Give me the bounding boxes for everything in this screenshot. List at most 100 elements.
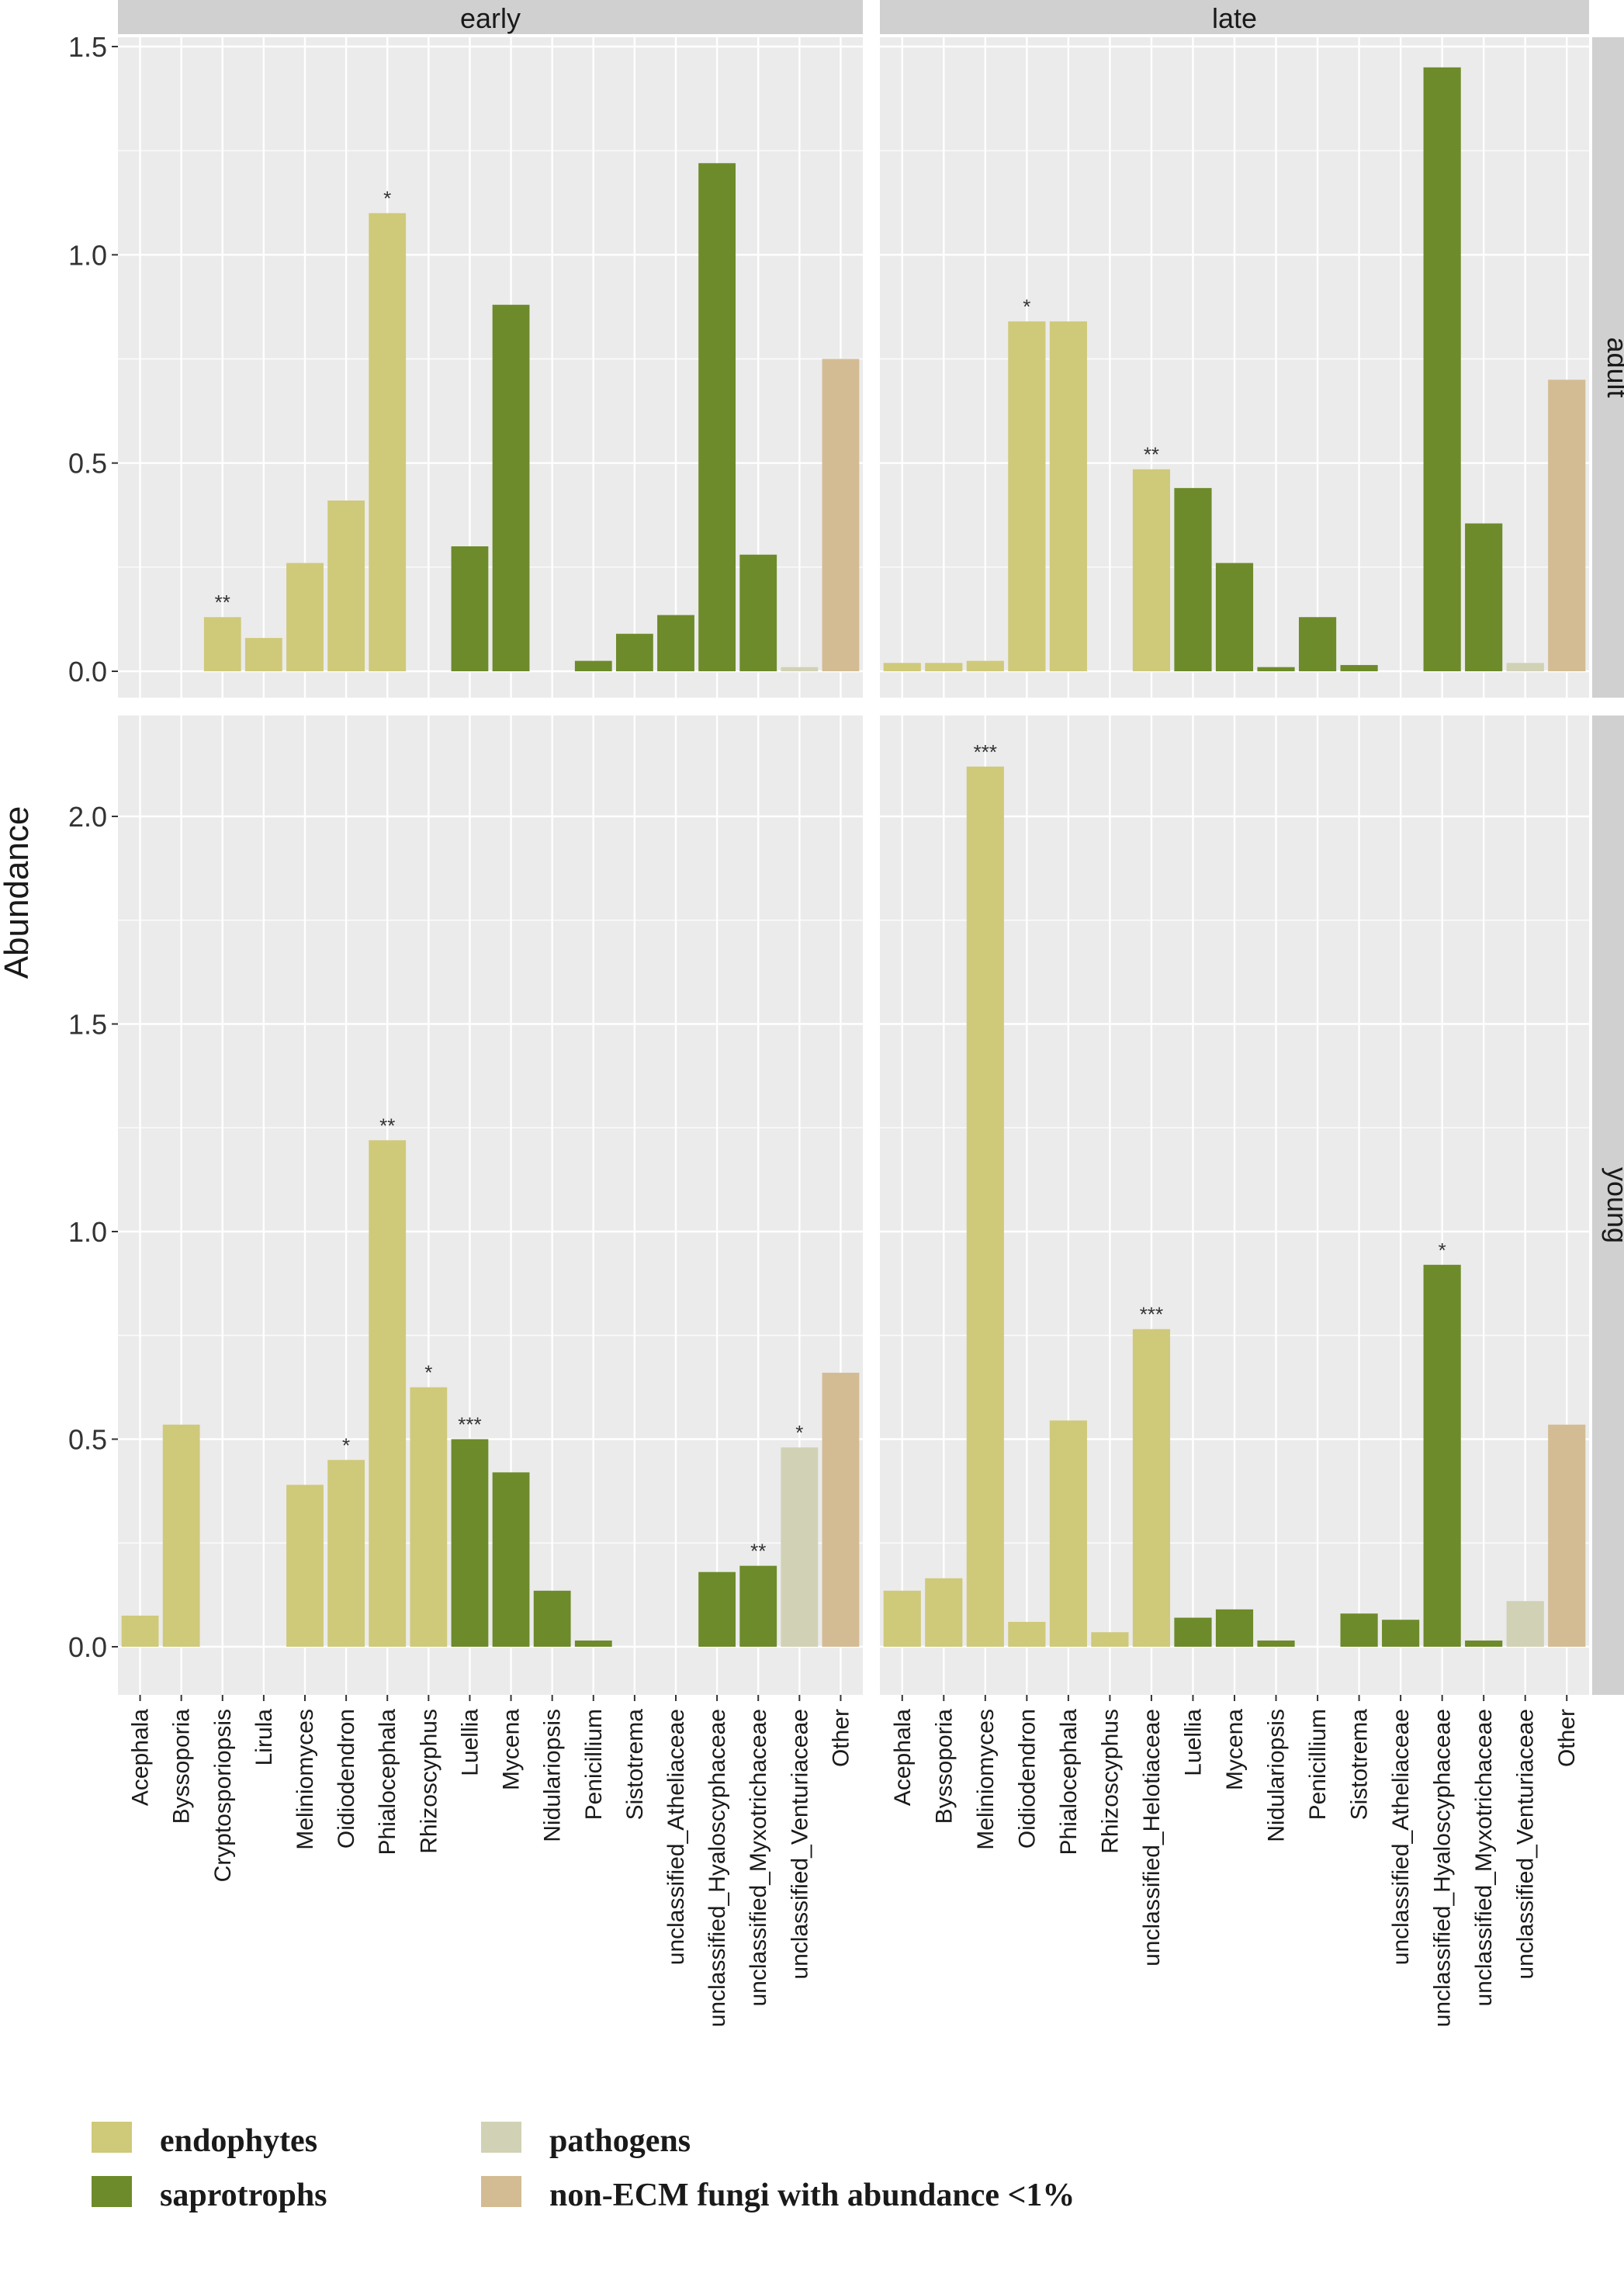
bar-acephala [883, 663, 921, 671]
x-tick-label: Mycena [1222, 1709, 1248, 1790]
bar-unclassified-hyaloscyphaceae [698, 163, 736, 671]
bar-unclassified-myxotrichaceae [739, 1565, 777, 1647]
x-tick-label: Byssoporia [931, 1709, 957, 1824]
strip-early [118, 0, 863, 34]
labels-layer: 0.0 0.5 1.0 1.5 0.0 0.5 1.0 1.5 2.0 Acephala Bysso… [0, 31, 1580, 2027]
legend-item-endophytes: endophytes [92, 2122, 317, 2159]
legend-swatch-saprotrophs [92, 2176, 132, 2207]
x-tick-label: unclassified_Helotiaceae [1139, 1709, 1165, 1966]
bar-meliniomyces [286, 563, 324, 671]
legend-label-endophytes: endophytes [160, 2123, 317, 2159]
bar-unclassified-myxotrichaceae [1465, 1640, 1503, 1647]
legend-swatch-pathogens [481, 2122, 521, 2153]
bar-unclassified-hyaloscyphaceae [1423, 67, 1461, 672]
legend-label-other: non-ECM fungi with abundance <1% [549, 2178, 1075, 2213]
bar-penicillium [574, 660, 612, 671]
significance-label: * [383, 187, 391, 210]
bar-luellia [1174, 1617, 1212, 1647]
bar-rhizoscyphus [410, 1387, 448, 1647]
y-axis-title: Abundance [0, 806, 36, 979]
significance-label: ** [750, 1540, 766, 1563]
bar-unclassified-atheliaceae [657, 615, 694, 671]
bar-acephala [883, 1590, 921, 1647]
strip-label-young: young [1601, 1167, 1624, 1243]
strip-late [880, 0, 1589, 34]
x-tick-label: Penicillium [1305, 1709, 1331, 1820]
x-tick-label: unclassified_Myxotrichaceae [1471, 1709, 1497, 2007]
x-tick-label: unclassified_Hyaloscyphaceae [705, 1709, 730, 2027]
x-tick-label: Nidulariopsis [1264, 1709, 1290, 1842]
bar-unclassified-venturiaceae [781, 667, 819, 671]
bar-luellia [451, 546, 489, 671]
x-tick-label: Other [1554, 1709, 1580, 1767]
y-tick-label: 0.5 [68, 1424, 107, 1456]
x-tick-label: unclassified_Atheliaceae [663, 1709, 689, 1965]
x-tick-label: Oidiodendron [334, 1709, 359, 1849]
strip-label-late: late [1212, 2, 1257, 34]
strip-label-early: early [460, 2, 521, 34]
legend-item-other: non-ECM fungi with abundance <1% [481, 2176, 1075, 2213]
bar-meliniomyces [286, 1485, 324, 1647]
x-tick-label: Byssoporia [169, 1709, 195, 1824]
bar-other [1548, 1424, 1586, 1647]
panel-young-early-background [118, 716, 863, 1695]
strip-label-adult: adult [1601, 337, 1624, 397]
bar-other [822, 1372, 860, 1647]
legend-label-saprotrophs: saprotrophs [160, 2178, 327, 2213]
bar-unclassified-hyaloscyphaceae [1423, 1264, 1461, 1647]
bar-unclassified-atheliaceae [1382, 1620, 1420, 1647]
y-tick-label: 0.5 [68, 448, 107, 480]
y-tick-label: 0.0 [68, 1631, 107, 1663]
y-tick-label: 0.0 [68, 656, 107, 688]
bar-penicillium [574, 1640, 612, 1647]
legend-swatch-other [481, 2176, 521, 2207]
bar-byssoporia [162, 1424, 200, 1647]
legend: endophytes saprotrophs pathogens non-ECM fu… [92, 2122, 1075, 2213]
significance-label: *** [974, 740, 997, 764]
bar-sistotrema [1340, 1613, 1378, 1647]
x-tick-label: Oidiodendron [1014, 1709, 1040, 1849]
significance-label: ** [215, 591, 230, 614]
panel-young-late: ******* [880, 716, 1589, 1695]
x-tick-label: Phialocephala [375, 1709, 400, 1856]
significance-label: *** [458, 1413, 481, 1436]
bar-unclassified-venturiaceae [781, 1447, 819, 1647]
x-tick-label: Nidulariopsis [540, 1709, 566, 1842]
bar-mycena [1215, 563, 1254, 671]
bar-unclassified-venturiaceae [1506, 663, 1544, 671]
bar-other [1548, 379, 1586, 671]
x-tick-label: Meliniomyces [293, 1709, 318, 1850]
significance-label: * [1023, 295, 1030, 318]
x-tick-label: Other [828, 1709, 854, 1767]
x-tick-label: Mycena [499, 1709, 525, 1790]
bar-meliniomyces [966, 766, 1004, 1647]
bar-cryptosporiopsis [203, 617, 241, 671]
bar-mycena [1215, 1609, 1254, 1647]
significance-label: *** [1140, 1303, 1163, 1326]
bar-other [822, 359, 860, 671]
bar-phialocephala [1049, 321, 1087, 671]
x-tick-label: Luellia [1180, 1709, 1206, 1776]
bar-unclassified-hyaloscyphaceae [698, 1571, 736, 1647]
bar-sistotrema [615, 633, 653, 671]
y-tick-label: 1.0 [68, 1216, 107, 1248]
x-tick-label: Acephala [128, 1709, 154, 1806]
bar-unclassified-myxotrichaceae [1465, 523, 1503, 671]
significance-label: * [342, 1433, 350, 1457]
bar-unclassified-helotiaceae [1132, 1329, 1171, 1647]
y-tick-label: 1.5 [68, 1009, 107, 1041]
x-tick-label: Luellia [457, 1709, 483, 1776]
bar-phialocephala [1049, 1420, 1087, 1647]
x-tick-label: Cryptosporiopsis [210, 1709, 236, 1882]
bar-rhizoscyphus [1091, 1632, 1129, 1647]
x-tick-label: Lirula [251, 1709, 277, 1766]
bar-oidiodendron [1008, 1621, 1046, 1647]
bar-phialocephala [369, 213, 407, 672]
x-tick-label: unclassified_Hyaloscyphaceae [1430, 1709, 1456, 2027]
significance-label: ** [1144, 443, 1159, 466]
bar-nidulariopsis [533, 1590, 571, 1647]
x-tick-label: Sistotrema [622, 1709, 648, 1821]
y-tick-label: 1.0 [68, 239, 107, 271]
bar-unclassified-venturiaceae [1506, 1601, 1544, 1647]
